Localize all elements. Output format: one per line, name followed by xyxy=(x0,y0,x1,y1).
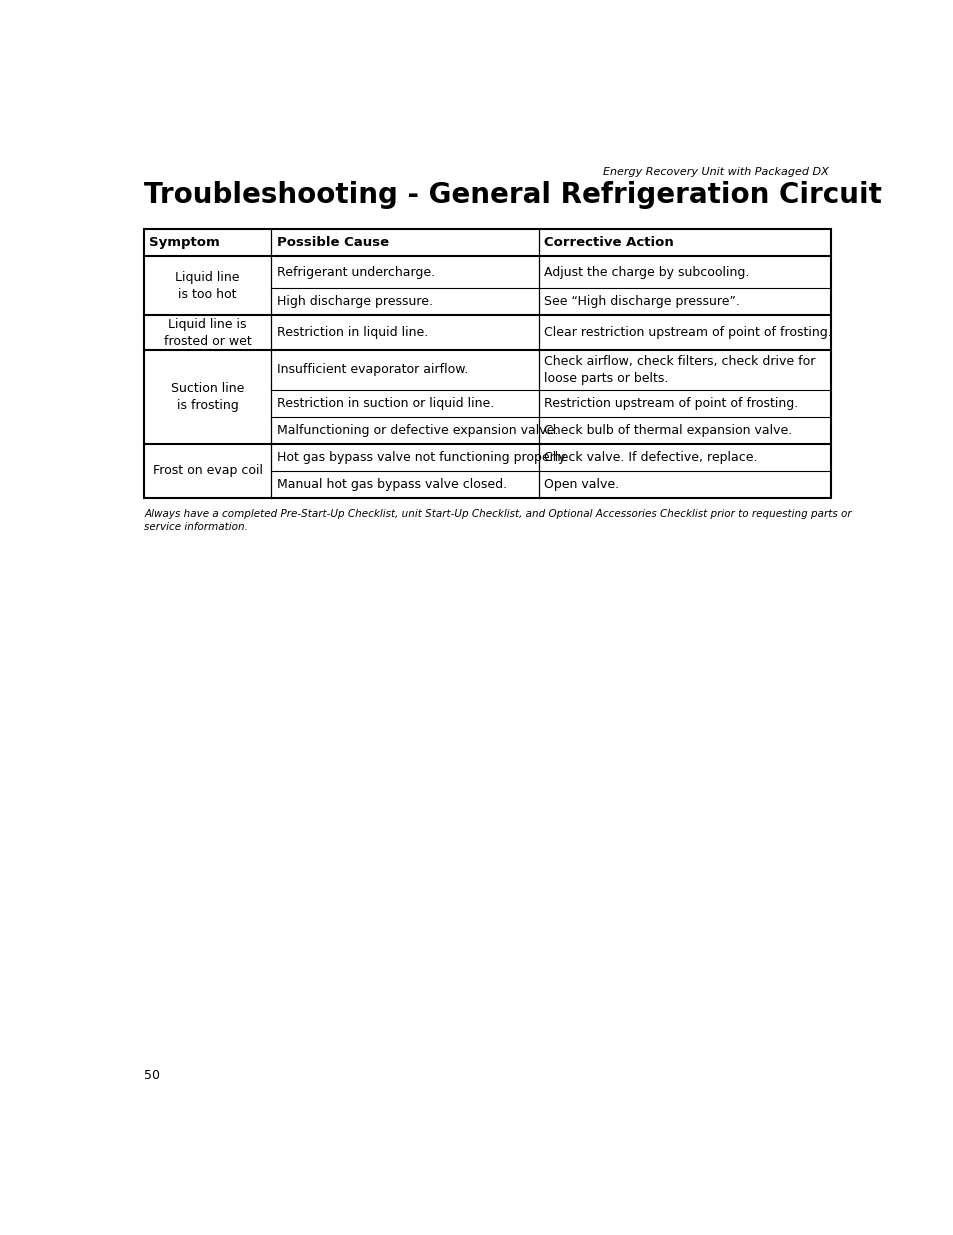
Text: Manual hot gas bypass valve closed.: Manual hot gas bypass valve closed. xyxy=(276,478,506,490)
Text: Check bulb of thermal expansion valve.: Check bulb of thermal expansion valve. xyxy=(544,424,792,437)
Text: Troubleshooting - General Refrigeration Circuit: Troubleshooting - General Refrigeration … xyxy=(144,182,881,209)
Text: Suction line
is frosting: Suction line is frosting xyxy=(171,382,244,412)
Text: Hot gas bypass valve not functioning properly.: Hot gas bypass valve not functioning pro… xyxy=(276,451,567,464)
Text: Adjust the charge by subcooling.: Adjust the charge by subcooling. xyxy=(544,266,749,279)
Text: High discharge pressure.: High discharge pressure. xyxy=(276,295,432,309)
Text: Open valve.: Open valve. xyxy=(544,478,618,490)
Text: See “High discharge pressure”.: See “High discharge pressure”. xyxy=(544,295,740,309)
Text: Frost on evap coil: Frost on evap coil xyxy=(152,464,262,478)
Text: Refrigerant undercharge.: Refrigerant undercharge. xyxy=(276,266,435,279)
Text: Check airflow, check filters, check drive for
loose parts or belts.: Check airflow, check filters, check driv… xyxy=(544,354,815,385)
Text: Corrective Action: Corrective Action xyxy=(544,236,674,249)
Text: Energy Recovery Unit with Packaged DX: Energy Recovery Unit with Packaged DX xyxy=(602,168,828,178)
Text: Always have a completed Pre-Start-Up Checklist, unit Start-Up Checklist, and Opt: Always have a completed Pre-Start-Up Che… xyxy=(144,509,851,532)
Text: Check valve. If defective, replace.: Check valve. If defective, replace. xyxy=(544,451,757,464)
Text: Symptom: Symptom xyxy=(150,236,220,249)
Bar xyxy=(144,228,830,498)
Text: 50: 50 xyxy=(144,1070,160,1082)
Text: Restriction upstream of point of frosting.: Restriction upstream of point of frostin… xyxy=(544,396,798,410)
Text: Clear restriction upstream of point of frosting.: Clear restriction upstream of point of f… xyxy=(544,326,831,340)
Text: Liquid line is
frosted or wet: Liquid line is frosted or wet xyxy=(164,317,252,347)
Text: Restriction in liquid line.: Restriction in liquid line. xyxy=(276,326,427,340)
Text: Restriction in suction or liquid line.: Restriction in suction or liquid line. xyxy=(276,396,494,410)
Text: Liquid line
is too hot: Liquid line is too hot xyxy=(175,270,239,300)
Text: Malfunctioning or defective expansion valve.: Malfunctioning or defective expansion va… xyxy=(276,424,558,437)
Text: Insufficient evaporator airflow.: Insufficient evaporator airflow. xyxy=(276,363,467,377)
Text: Possible Cause: Possible Cause xyxy=(276,236,388,249)
